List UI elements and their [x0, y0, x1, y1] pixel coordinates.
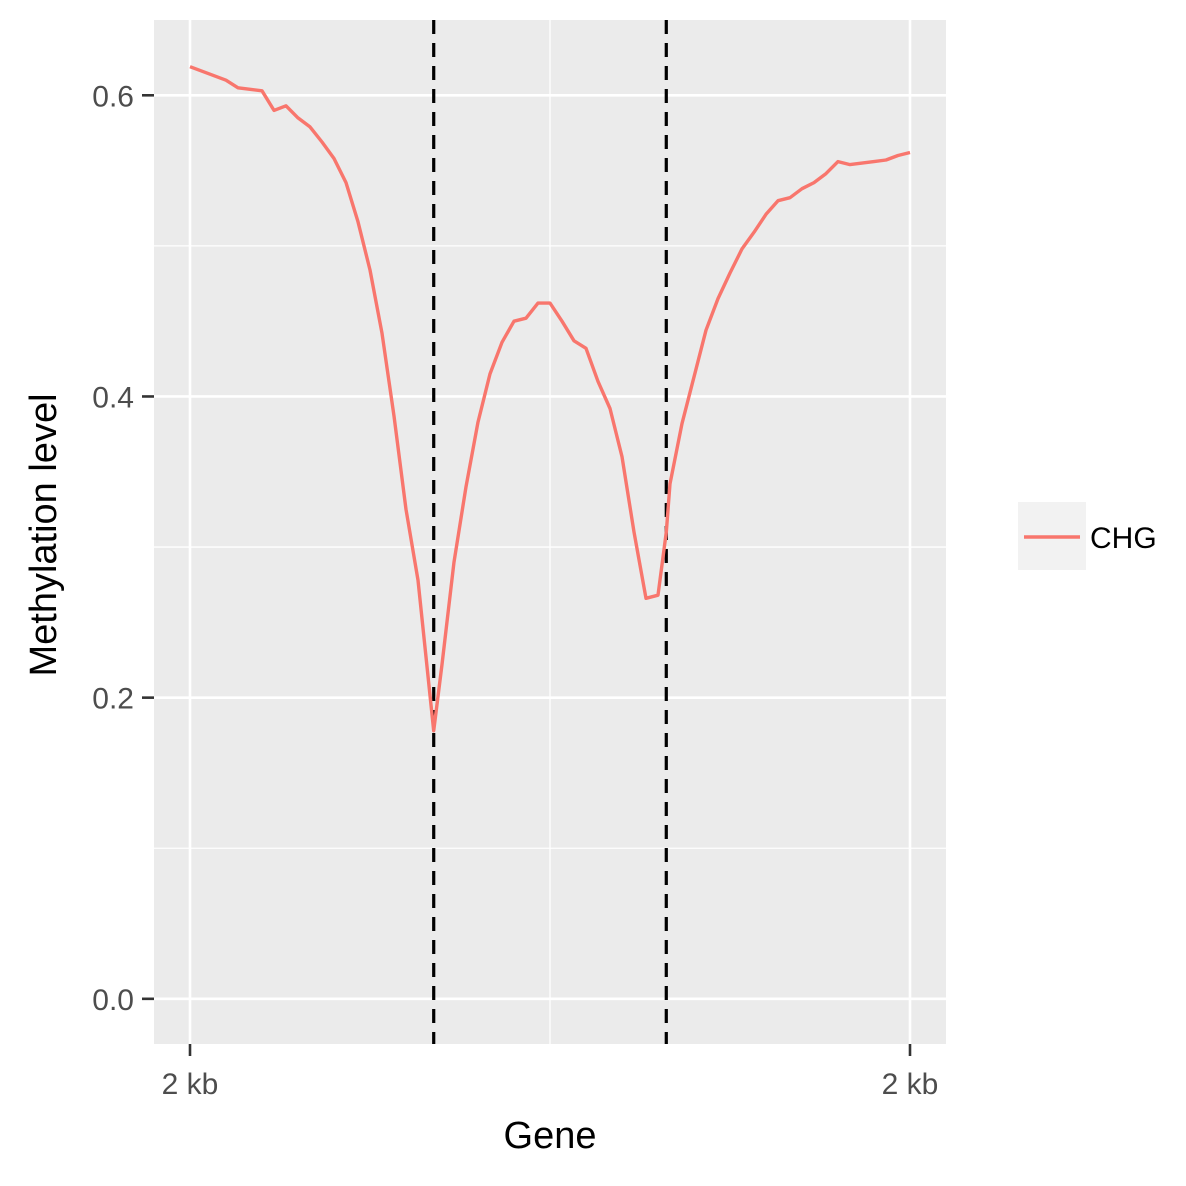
y-tick-label: 0.2	[92, 683, 134, 716]
x-axis-title: Gene	[504, 1115, 597, 1157]
y-tick-label: 0.4	[92, 381, 134, 414]
series-line-chg	[189, 65, 911, 733]
y-axis-title: Methylation level	[23, 393, 65, 676]
series-lines	[189, 65, 911, 733]
legend-label: CHG	[1090, 522, 1157, 555]
grid-lines	[154, 20, 946, 1044]
x-tick-label: 2 kb	[882, 1068, 939, 1101]
x-tick-label: 2 kb	[162, 1068, 219, 1101]
y-tick-label: 0.6	[92, 80, 134, 113]
axes: 0.0 0.2 0.4 0.6 2 kb 2 kb	[92, 80, 938, 1101]
y-tick-label: 0.0	[92, 984, 134, 1017]
legend: CHG	[1018, 502, 1157, 570]
